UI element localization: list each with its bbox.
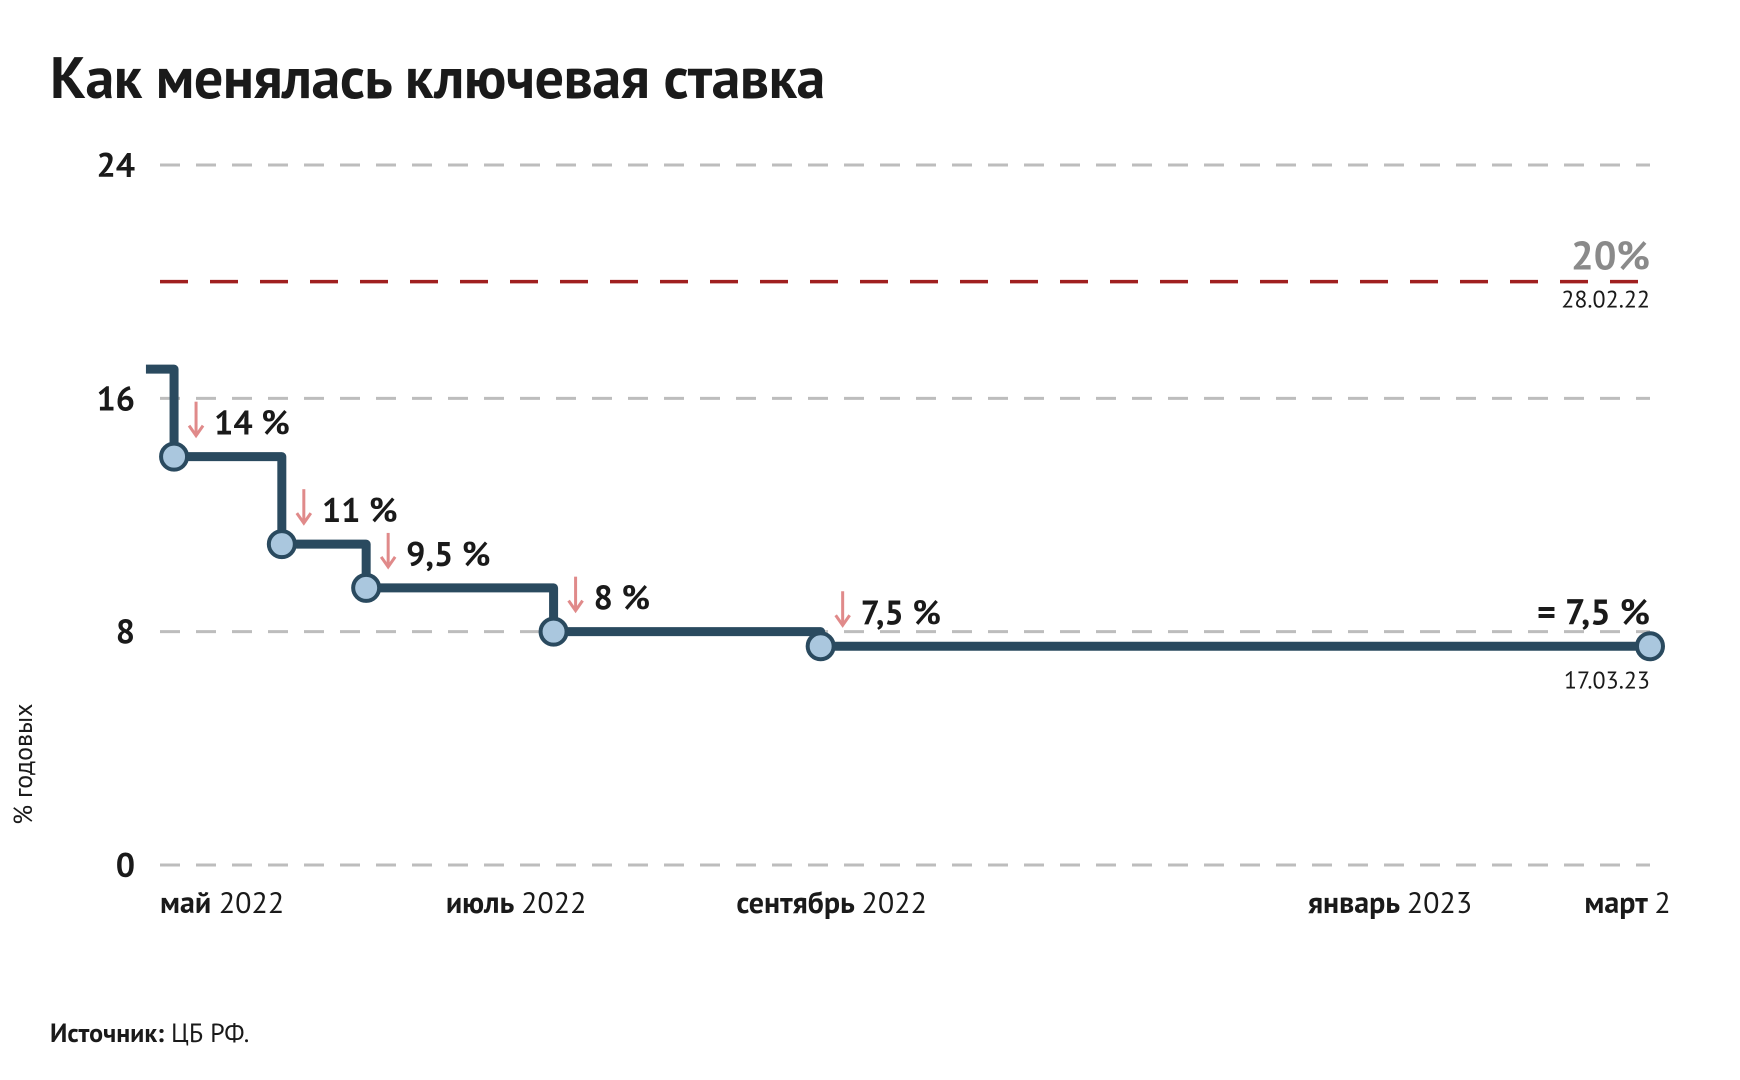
chart-title: Как менялась ключевая ставка bbox=[50, 40, 1690, 115]
svg-text:20%: 20% bbox=[1571, 230, 1650, 282]
y-axis-label: % годовых bbox=[7, 703, 40, 825]
svg-text:сентябрь 2022: сентябрь 2022 bbox=[736, 883, 927, 922]
svg-text:9,5 %: 9,5 % bbox=[406, 532, 490, 576]
svg-text:8: 8 bbox=[116, 610, 135, 654]
svg-text:= 7,5 %: = 7,5 % bbox=[1537, 587, 1650, 634]
svg-text:24: 24 bbox=[96, 145, 135, 187]
chart-area: % годовых 08162420%28.02.22май 2022июль … bbox=[50, 145, 1670, 945]
svg-text:март 2023: март 2023 bbox=[1584, 883, 1670, 922]
svg-text:май 2022: май 2022 bbox=[160, 883, 284, 922]
svg-text:январь 2023: январь 2023 bbox=[1308, 883, 1472, 922]
svg-text:14 %: 14 % bbox=[214, 401, 290, 445]
svg-text:16: 16 bbox=[96, 376, 135, 420]
svg-text:28.02.22: 28.02.22 bbox=[1561, 284, 1650, 315]
source-citation: Источник: ЦБ РФ. bbox=[50, 1017, 249, 1050]
svg-text:0: 0 bbox=[116, 843, 135, 887]
svg-text:17.03.23: 17.03.23 bbox=[1564, 664, 1650, 695]
svg-text:июль 2022: июль 2022 bbox=[446, 883, 587, 922]
step-chart: 0 8 16 24 20%28.02.22 май 2022 июль 2022 сентяб… bbox=[50, 145, 1670, 945]
svg-text:7,5 %: 7,5 % bbox=[861, 590, 941, 634]
svg-text:11 %: 11 % bbox=[322, 488, 398, 532]
svg-text:8 %: 8 % bbox=[594, 576, 650, 620]
